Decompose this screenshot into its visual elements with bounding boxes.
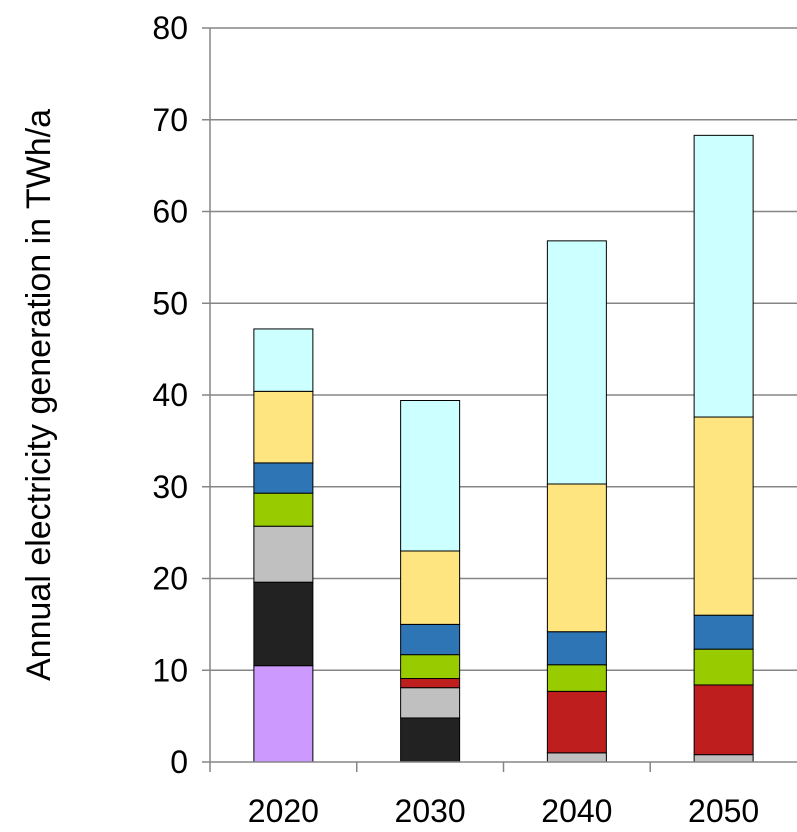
- bar-segment-2050-4: [693, 648, 754, 686]
- bar-segment-2030-7: [400, 400, 461, 552]
- bar-segment-2040-6: [546, 483, 607, 633]
- bar-segment-2050-3: [693, 684, 754, 756]
- bar-segment-2050-2: [693, 754, 754, 763]
- y-axis-title: Annual electricity generation in TWh/a: [20, 109, 58, 681]
- bar-segment-2030-2: [400, 687, 461, 719]
- bar-segment-2020-5: [253, 462, 314, 494]
- bar-segment-2030-4: [400, 654, 461, 680]
- bar-segment-2040-4: [546, 664, 607, 692]
- x-tick-label: 2050: [688, 793, 759, 829]
- bar-segment-2050-7: [693, 134, 754, 418]
- x-tick-label: 2030: [395, 793, 466, 829]
- bar-segment-2050-6: [693, 416, 754, 616]
- bar-segment-2020-6: [253, 390, 314, 464]
- y-tick-label: 60: [152, 194, 188, 230]
- y-tick-label: 30: [152, 469, 188, 505]
- bar-segment-2020-2: [253, 525, 314, 583]
- bar-segment-2020-0: [253, 665, 314, 763]
- y-tick-label: 20: [152, 561, 188, 597]
- x-tick-labels: 2020 2030 2040 2050: [248, 793, 759, 829]
- x-tick-label: 2020: [248, 793, 319, 829]
- y-tick-label: 0: [170, 744, 188, 780]
- bars: [253, 134, 754, 763]
- y-tick-label: 80: [152, 10, 188, 46]
- bar-segment-2040-3: [546, 690, 607, 754]
- bar-segment-2020-7: [253, 328, 314, 392]
- bar-segment-2020-1: [253, 581, 314, 667]
- y-tick-label: 40: [152, 377, 188, 413]
- axes: [209, 28, 797, 763]
- bar-segment-2030-6: [400, 550, 461, 625]
- bar-segment-2040-7: [546, 240, 607, 485]
- bar-segment-2040-5: [546, 631, 607, 666]
- bar-segment-2040-2: [546, 752, 607, 763]
- y-tick-labels: 0 10 20 30 40 50 60 70 80: [152, 10, 188, 780]
- y-tick-label: 50: [152, 285, 188, 321]
- y-tick-label: 10: [152, 652, 188, 688]
- bar-segment-2020-4: [253, 492, 314, 527]
- bar-segment-2030-3: [400, 678, 461, 689]
- bar-segment-2030-1: [400, 717, 461, 763]
- bar-segment-2030-5: [400, 623, 461, 656]
- y-tick-label: 70: [152, 102, 188, 138]
- x-tick-label: 2040: [541, 793, 612, 829]
- bar-segment-2050-5: [693, 614, 754, 650]
